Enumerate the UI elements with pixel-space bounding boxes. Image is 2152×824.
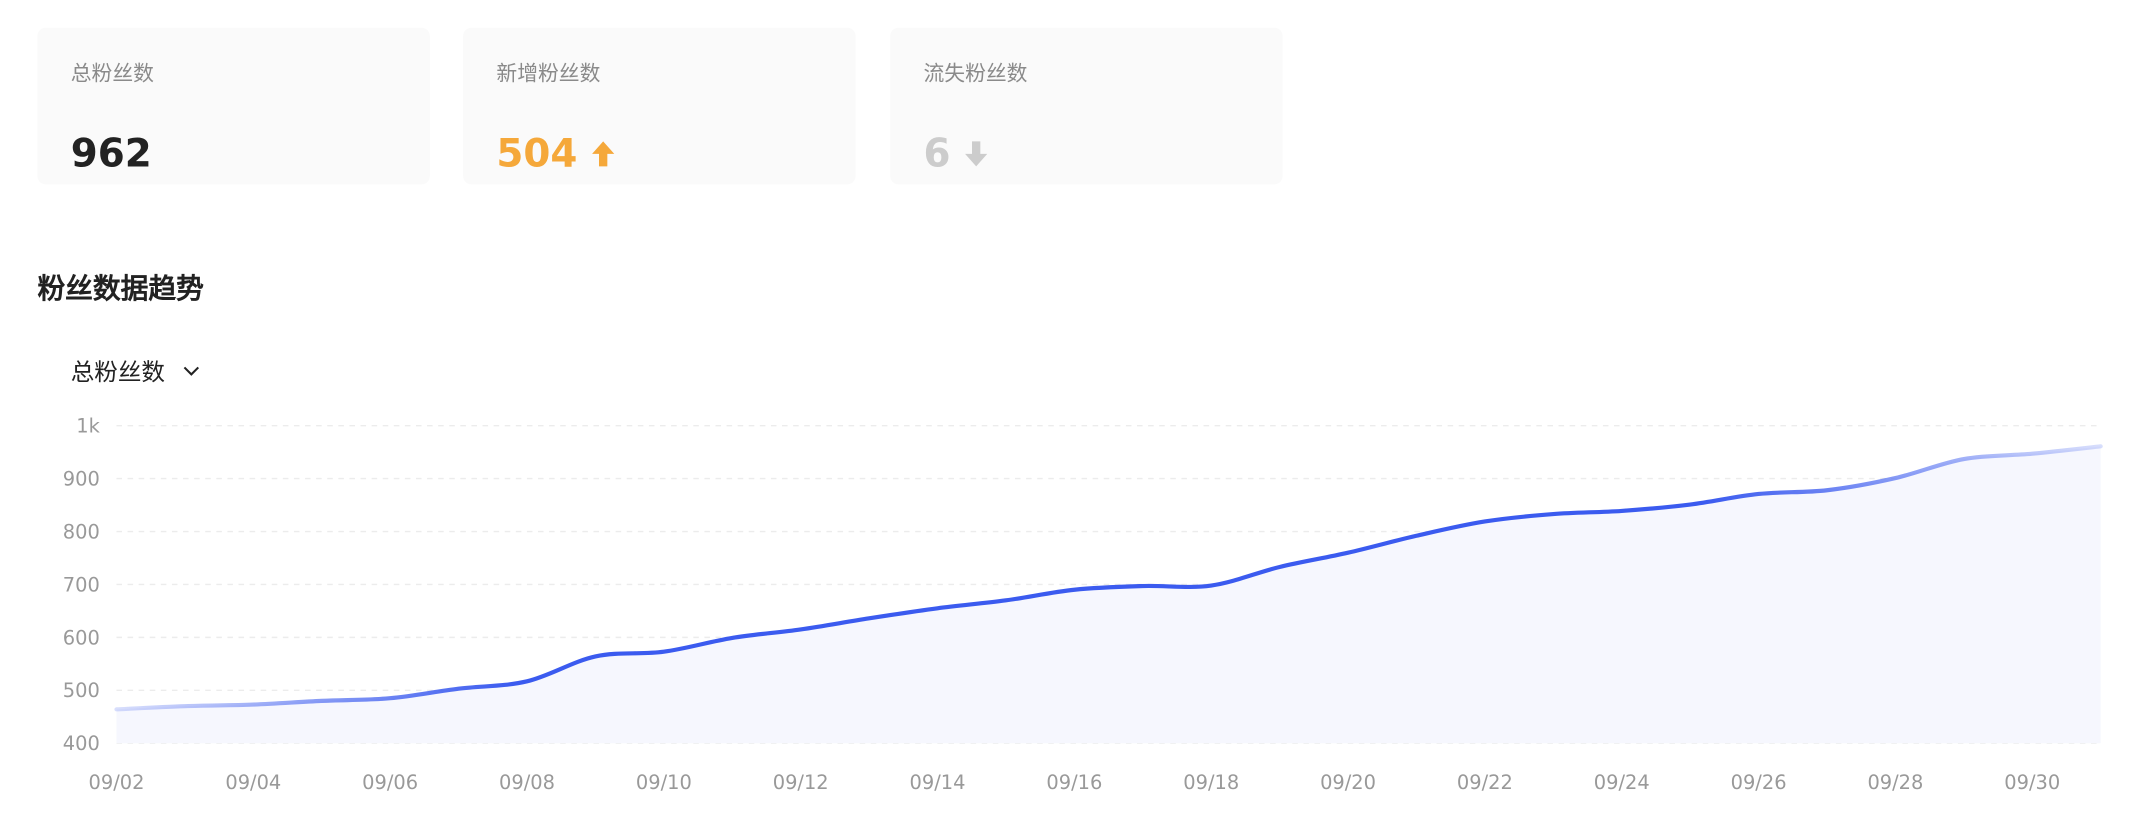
data-point[interactable] [1887,470,1904,487]
x-tick-label: 09/06 [362,771,418,794]
total-fans-card: 总粉丝数 962 [37,27,430,185]
y-tick-label: 400 [63,732,100,755]
y-tick-label: 900 [63,468,100,491]
data-point[interactable] [792,621,809,638]
card-value: 962 [71,130,152,177]
data-point[interactable] [1066,581,1083,598]
data-point[interactable] [1408,527,1425,544]
lost-fans-value: 6 [923,130,951,177]
data-point[interactable] [1134,578,1151,595]
data-point[interactable] [1545,506,1562,523]
y-tick-label: 700 [63,573,100,596]
x-tick-label: 09/12 [773,771,829,794]
section-title: 粉丝数据趋势 [37,271,204,306]
y-tick-label: 600 [63,626,100,649]
data-point[interactable] [108,701,125,718]
data-point[interactable] [1819,482,1836,499]
card-label: 新增粉丝数 [496,61,601,86]
arrow-up-icon [592,141,615,167]
chevron-down-icon [183,366,200,376]
card-label: 流失粉丝数 [923,61,1028,86]
data-point[interactable] [724,630,741,647]
data-point[interactable] [1682,496,1699,513]
total-fans-value: 962 [70,130,152,177]
card-value: 504 [496,130,616,177]
data-point[interactable] [2024,445,2041,462]
x-tick-label: 09/30 [2004,771,2060,794]
new-fans-value: 504 [496,130,578,177]
x-tick-label: 09/14 [910,771,966,794]
data-point[interactable] [861,610,878,627]
x-tick-label: 09/20 [1320,771,1376,794]
data-point[interactable] [313,693,330,710]
y-tick-label: 500 [63,679,100,702]
y-tick-label: 800 [63,520,100,543]
data-point[interactable] [519,673,536,690]
area-fill [116,446,2101,744]
data-point[interactable] [587,648,604,665]
y-tick-label: 1k [76,415,100,438]
data-point[interactable] [1340,544,1357,561]
x-tick-label: 09/28 [1867,771,1923,794]
new-fans-card: 新增粉丝数 504 [463,27,856,185]
card-label: 总粉丝数 [70,61,154,86]
data-point[interactable] [929,600,946,617]
data-point[interactable] [245,696,262,713]
data-point[interactable] [1750,486,1767,503]
data-point[interactable] [1477,513,1494,530]
data-point[interactable] [1613,503,1630,520]
x-tick-label: 09/16 [1046,771,1102,794]
x-tick-label: 09/02 [89,771,145,794]
metric-dropdown[interactable]: 总粉丝数 [71,352,201,387]
card-value: 6 [923,130,989,177]
data-point[interactable] [998,592,1015,609]
data-point[interactable] [2092,438,2109,455]
x-tick-label: 09/18 [1183,771,1239,794]
lost-fans-card: 流失粉丝数 6 [890,27,1283,185]
data-point[interactable] [1956,451,1973,468]
x-tick-label: 09/26 [1731,771,1787,794]
arrow-down-icon [965,141,988,167]
x-tick-label: 09/22 [1457,771,1513,794]
data-point[interactable] [177,698,194,715]
x-tick-label: 09/24 [1594,771,1650,794]
x-tick-label: 09/10 [636,771,692,794]
x-tick-label: 09/08 [499,771,555,794]
data-point[interactable] [656,643,673,660]
dropdown-selected: 总粉丝数 [70,359,166,387]
x-tick-label: 09/04 [225,771,281,794]
series-line [114,444,2103,712]
data-point[interactable] [1271,559,1288,576]
data-point[interactable] [382,690,399,707]
fans-trend-chart: 400 500 600 700 800 900 1k 09/02 09/04 09/06 09/08… [63,415,2109,794]
data-point[interactable] [1203,577,1220,594]
data-point[interactable] [450,680,467,697]
